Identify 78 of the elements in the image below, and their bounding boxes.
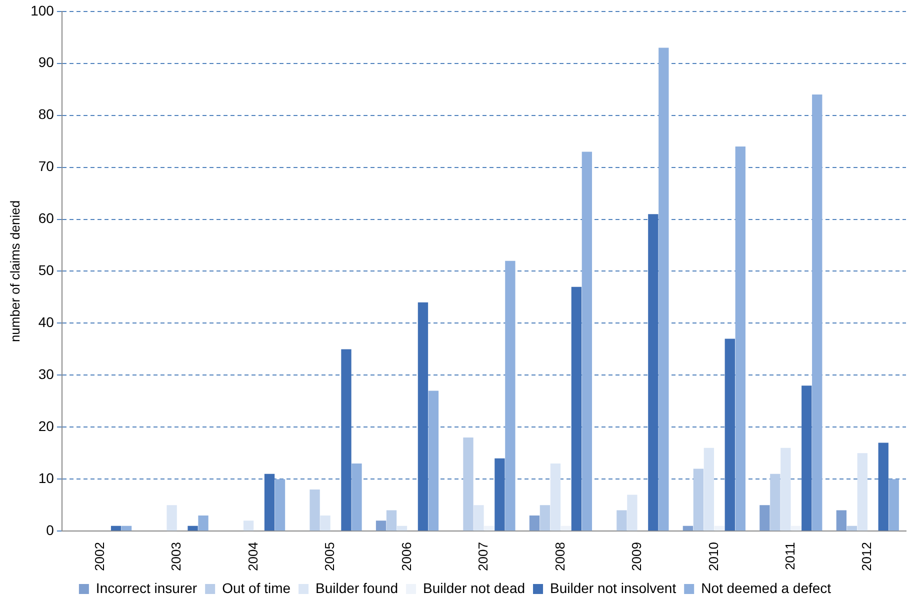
x-tick-label: 2002 xyxy=(92,542,107,571)
y-tick-label: 50 xyxy=(38,262,54,278)
x-tick-label: 2003 xyxy=(168,542,184,571)
bar xyxy=(735,146,746,531)
bar xyxy=(714,526,724,531)
bar xyxy=(188,526,198,531)
bar xyxy=(198,515,208,531)
legend-label: Out of time xyxy=(222,580,291,596)
bar xyxy=(857,453,868,531)
y-tick-label: 20 xyxy=(38,418,54,434)
bar xyxy=(396,526,408,531)
y-tick-label: 80 xyxy=(38,106,54,122)
y-tick-label: 40 xyxy=(38,314,54,330)
x-tick-label: 2006 xyxy=(398,542,414,571)
bar xyxy=(802,386,812,531)
bar xyxy=(658,48,669,531)
bar xyxy=(770,474,780,531)
bar xyxy=(616,510,627,531)
bar xyxy=(627,494,638,531)
bar xyxy=(791,526,802,531)
bar xyxy=(693,468,704,531)
bar xyxy=(780,448,791,531)
y-tick-label: 60 xyxy=(38,210,54,226)
bar xyxy=(166,505,177,531)
x-tick-label: 2004 xyxy=(245,542,260,571)
y-tick-label: 70 xyxy=(38,158,54,174)
bar xyxy=(540,505,550,531)
bar xyxy=(571,286,582,531)
legend-label: Builder not dead xyxy=(423,580,526,596)
bar xyxy=(812,94,822,531)
x-tick-label: 2007 xyxy=(476,542,491,571)
bar xyxy=(560,526,572,531)
legend-label: Builder not insolvent xyxy=(550,580,676,596)
bar xyxy=(529,515,540,531)
y-tick-label: 10 xyxy=(38,470,54,486)
bar xyxy=(243,520,254,531)
bar xyxy=(704,448,714,531)
bar xyxy=(264,474,275,531)
y-tick-label: 90 xyxy=(38,54,54,70)
bar xyxy=(582,152,592,531)
x-tick-label: 2010 xyxy=(706,542,721,571)
bar xyxy=(484,526,494,531)
legend-label: Builder found xyxy=(316,580,398,596)
y-axis-title: number of claims denied xyxy=(7,200,22,342)
x-tick-label: 2008 xyxy=(552,542,568,571)
bar xyxy=(846,526,857,531)
bar xyxy=(494,458,505,531)
bar xyxy=(648,214,658,531)
bar xyxy=(418,302,428,531)
bar xyxy=(310,490,320,531)
bar xyxy=(463,438,474,531)
x-tick-label: 2009 xyxy=(629,542,644,571)
bar xyxy=(341,349,352,531)
bar xyxy=(121,526,132,531)
legend-label: Not deemed a defect xyxy=(701,580,832,596)
bar xyxy=(888,479,899,531)
x-tick-label: 2012 xyxy=(859,542,874,571)
bar xyxy=(352,464,362,531)
bar xyxy=(836,510,847,531)
y-tick-label: 0 xyxy=(46,522,54,538)
bar xyxy=(320,515,330,531)
bar xyxy=(386,510,397,531)
bar xyxy=(110,526,122,531)
bar xyxy=(878,442,888,531)
x-tick-label: 2011 xyxy=(782,542,798,570)
bar xyxy=(428,390,439,531)
bar xyxy=(682,526,694,531)
bar xyxy=(505,260,516,531)
bar xyxy=(274,479,286,531)
y-tick-label: 100 xyxy=(30,2,54,18)
bar xyxy=(724,338,735,531)
y-tick-label: 30 xyxy=(38,366,54,382)
x-tick-label: 2005 xyxy=(322,542,338,571)
bar xyxy=(474,505,484,531)
legend-label: Incorrect insurer xyxy=(96,580,198,596)
bar xyxy=(550,464,561,531)
bar xyxy=(376,520,386,531)
bar xyxy=(760,505,770,531)
